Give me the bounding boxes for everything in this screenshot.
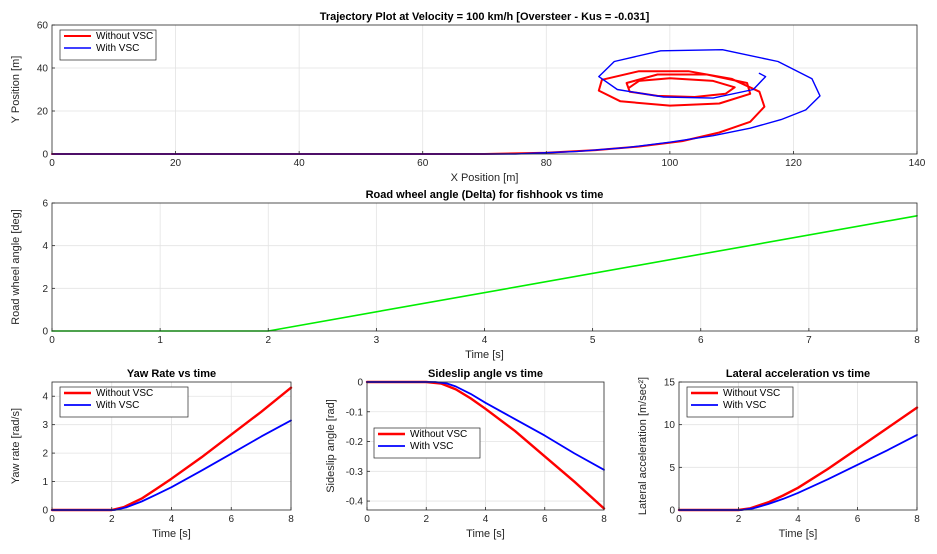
- x-tick-label: 120: [785, 158, 802, 169]
- y-tick-label: -0.4: [346, 497, 364, 508]
- y-tick-label: 5: [669, 463, 675, 474]
- legend-label: Without VSC: [410, 429, 467, 440]
- x-tick-label: 3: [374, 335, 380, 346]
- chart-delta: 0 1 2 3 4 5 6 7 8 0 2 4 6 Road wheel angle (Delta) fo…: [10, 189, 920, 361]
- x-tick-label: 6: [698, 335, 704, 346]
- y-axis-label: Lateral acceleration [m/sec²]: [637, 377, 649, 515]
- x-tick-label: 4: [169, 514, 175, 525]
- y-tick-label: 0: [357, 378, 363, 389]
- y-tick-label: 4: [42, 392, 48, 403]
- x-tick-label: 5: [590, 335, 596, 346]
- y-tick-label: 20: [37, 107, 49, 118]
- legend-label: Without VSC: [96, 388, 153, 399]
- x-tick-label: 6: [855, 514, 861, 525]
- x-tick-label: 4: [482, 335, 488, 346]
- x-tick-label: 40: [294, 158, 306, 169]
- x-tick-label: 6: [542, 514, 548, 525]
- x-axis-label: Time [s]: [779, 528, 818, 540]
- series-line-with-vsc: [366, 381, 605, 471]
- y-axis-label: Sideslip angle [rad]: [325, 399, 337, 493]
- x-axis-label: Time [s]: [152, 528, 191, 540]
- x-tick-label: 80: [541, 158, 553, 169]
- x-tick-label: 4: [483, 514, 489, 525]
- legend-label: With VSC: [96, 43, 139, 54]
- chart-lat: 0 2 4 6 8 0 5 10 15 Lateral acceleration vs time T…: [637, 368, 920, 540]
- x-tick-label: 20: [170, 158, 182, 169]
- y-tick-label: 10: [664, 420, 676, 431]
- y-tick-label: -0.3: [346, 467, 364, 478]
- legend-label: Without VSC: [723, 388, 780, 399]
- legend-label: With VSC: [723, 400, 766, 411]
- legend-box: [59, 386, 189, 418]
- chart-title: Trajectory Plot at Velocity = 100 km/h […: [320, 11, 650, 23]
- series-line-with-vsc: [678, 434, 918, 511]
- chart-traj: 0 20 40 60 80 100 120 140 0 20 40 60 Trajectory Plot…: [10, 11, 926, 184]
- y-axis-label: Yaw rate [rad/s]: [10, 408, 22, 484]
- series-line-with-vsc: [51, 49, 821, 155]
- y-tick-label: 0: [42, 150, 48, 161]
- y-tick-label: 6: [42, 199, 48, 210]
- x-axis-label: X Position [m]: [451, 172, 519, 184]
- x-axis-label: Time [s]: [465, 349, 504, 361]
- legend-label: Without VSC: [96, 31, 153, 42]
- series-line-with-vsc: [51, 419, 292, 511]
- y-axis-label: Y Position [m]: [10, 56, 22, 124]
- x-tick-label: 2: [736, 514, 742, 525]
- chart-title: Lateral acceleration vs time: [726, 368, 870, 380]
- y-tick-label: 2: [42, 284, 48, 295]
- x-tick-label: 8: [601, 514, 607, 525]
- x-tick-label: 2: [109, 514, 115, 525]
- x-tick-label: 1: [157, 335, 163, 346]
- chart-title: Road wheel angle (Delta) for fishhook vs…: [366, 189, 604, 201]
- y-tick-label: 0: [42, 506, 48, 517]
- legend-label: With VSC: [96, 400, 139, 411]
- x-tick-label: 0: [49, 158, 55, 169]
- x-tick-label: 0: [676, 514, 682, 525]
- y-tick-label: 2: [42, 449, 48, 460]
- y-tick-label: 3: [42, 420, 48, 431]
- y-tick-label: -0.1: [346, 407, 364, 418]
- x-tick-label: 60: [417, 158, 429, 169]
- axes-box: [51, 24, 918, 155]
- x-axis-label: Time [s]: [466, 528, 505, 540]
- x-tick-label: 4: [795, 514, 801, 525]
- y-tick-label: 40: [37, 64, 49, 75]
- x-tick-label: 0: [364, 514, 370, 525]
- x-tick-label: 8: [914, 335, 920, 346]
- chart-title: Sideslip angle vs time: [428, 368, 543, 380]
- y-axis-label: Road wheel angle [deg]: [10, 209, 22, 325]
- plot-area: [52, 25, 917, 154]
- x-tick-label: 8: [914, 514, 920, 525]
- chart-yaw: 0 2 4 6 8 0 1 2 3 4 Yaw Rate vs time Time [s] Yaw ra…: [10, 368, 294, 540]
- legend-label: With VSC: [410, 441, 453, 452]
- x-tick-label: 2: [423, 514, 429, 525]
- y-tick-label: 60: [37, 21, 49, 32]
- x-tick-label: 8: [288, 514, 294, 525]
- y-tick-label: 4: [42, 241, 48, 252]
- chart-title: Yaw Rate vs time: [127, 368, 216, 380]
- x-tick-label: 0: [49, 514, 55, 525]
- y-tick-label: 15: [664, 378, 676, 389]
- x-tick-label: 6: [228, 514, 234, 525]
- y-tick-label: 0: [42, 327, 48, 338]
- x-tick-label: 7: [806, 335, 812, 346]
- x-tick-label: 0: [49, 335, 55, 346]
- x-tick-label: 2: [265, 335, 271, 346]
- x-tick-label: 140: [909, 158, 926, 169]
- y-tick-label: 0: [669, 506, 675, 517]
- x-tick-label: 100: [662, 158, 679, 169]
- chart-sideslip: 0 2 4 6 8 0 -0.1 -0.2 -0.3 -0.4 Sideslip angle vs …: [325, 368, 607, 540]
- y-tick-label: -0.2: [346, 437, 364, 448]
- y-tick-label: 1: [42, 477, 48, 488]
